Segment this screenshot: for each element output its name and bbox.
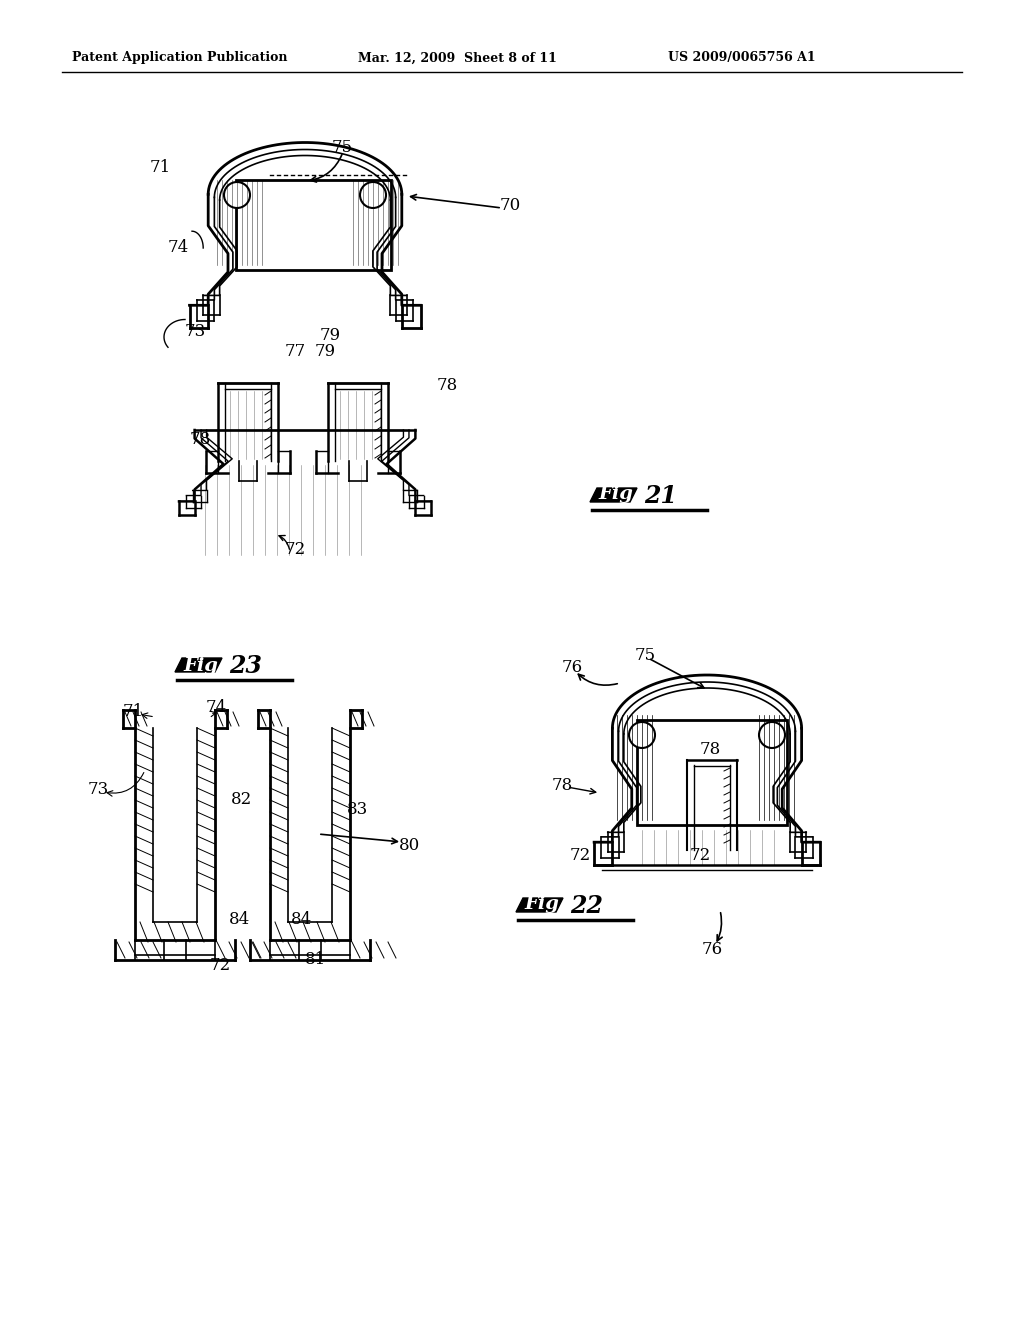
Text: 84: 84: [229, 912, 251, 928]
Polygon shape: [175, 657, 222, 672]
Text: Mar. 12, 2009  Sheet 8 of 11: Mar. 12, 2009 Sheet 8 of 11: [358, 51, 557, 65]
Text: 75: 75: [332, 140, 352, 157]
Text: 80: 80: [399, 837, 421, 854]
Circle shape: [360, 182, 386, 209]
Text: 79: 79: [314, 343, 336, 360]
Text: 72: 72: [209, 957, 230, 974]
Circle shape: [759, 722, 785, 748]
Text: 78: 78: [436, 376, 458, 393]
Text: 75: 75: [635, 647, 655, 664]
Bar: [637, 719, 787, 825]
Circle shape: [224, 182, 250, 209]
Bar: [236, 180, 390, 271]
Text: 23: 23: [229, 653, 262, 678]
Text: 78: 78: [551, 776, 572, 793]
Text: Fig: Fig: [183, 657, 218, 675]
Text: Fig: Fig: [524, 895, 559, 913]
Text: 74: 74: [167, 239, 188, 256]
Text: 78: 78: [699, 742, 721, 759]
Text: Patent Application Publication: Patent Application Publication: [72, 51, 288, 65]
Text: 70: 70: [500, 197, 520, 214]
Text: 71: 71: [150, 160, 171, 177]
Text: 72: 72: [569, 846, 591, 863]
Text: 73: 73: [87, 781, 109, 799]
Text: 76: 76: [701, 941, 723, 958]
Polygon shape: [516, 898, 563, 912]
Text: 82: 82: [231, 792, 253, 808]
Text: 72: 72: [689, 846, 711, 863]
Text: 79: 79: [319, 326, 341, 343]
Text: 73: 73: [184, 323, 206, 341]
Text: 71: 71: [123, 704, 143, 721]
Text: 84: 84: [292, 912, 312, 928]
Text: 81: 81: [304, 952, 326, 969]
Polygon shape: [590, 488, 637, 502]
Text: Fig: Fig: [598, 484, 633, 503]
Text: 72: 72: [285, 541, 305, 558]
Text: 76: 76: [561, 660, 583, 676]
Text: 22: 22: [570, 894, 603, 917]
Text: 74: 74: [206, 700, 226, 717]
Text: 83: 83: [346, 801, 368, 818]
Text: US 2009/0065756 A1: US 2009/0065756 A1: [668, 51, 816, 65]
Text: 77: 77: [285, 343, 305, 360]
Text: 21: 21: [644, 484, 677, 508]
Text: 78: 78: [189, 432, 211, 449]
Circle shape: [629, 722, 655, 748]
